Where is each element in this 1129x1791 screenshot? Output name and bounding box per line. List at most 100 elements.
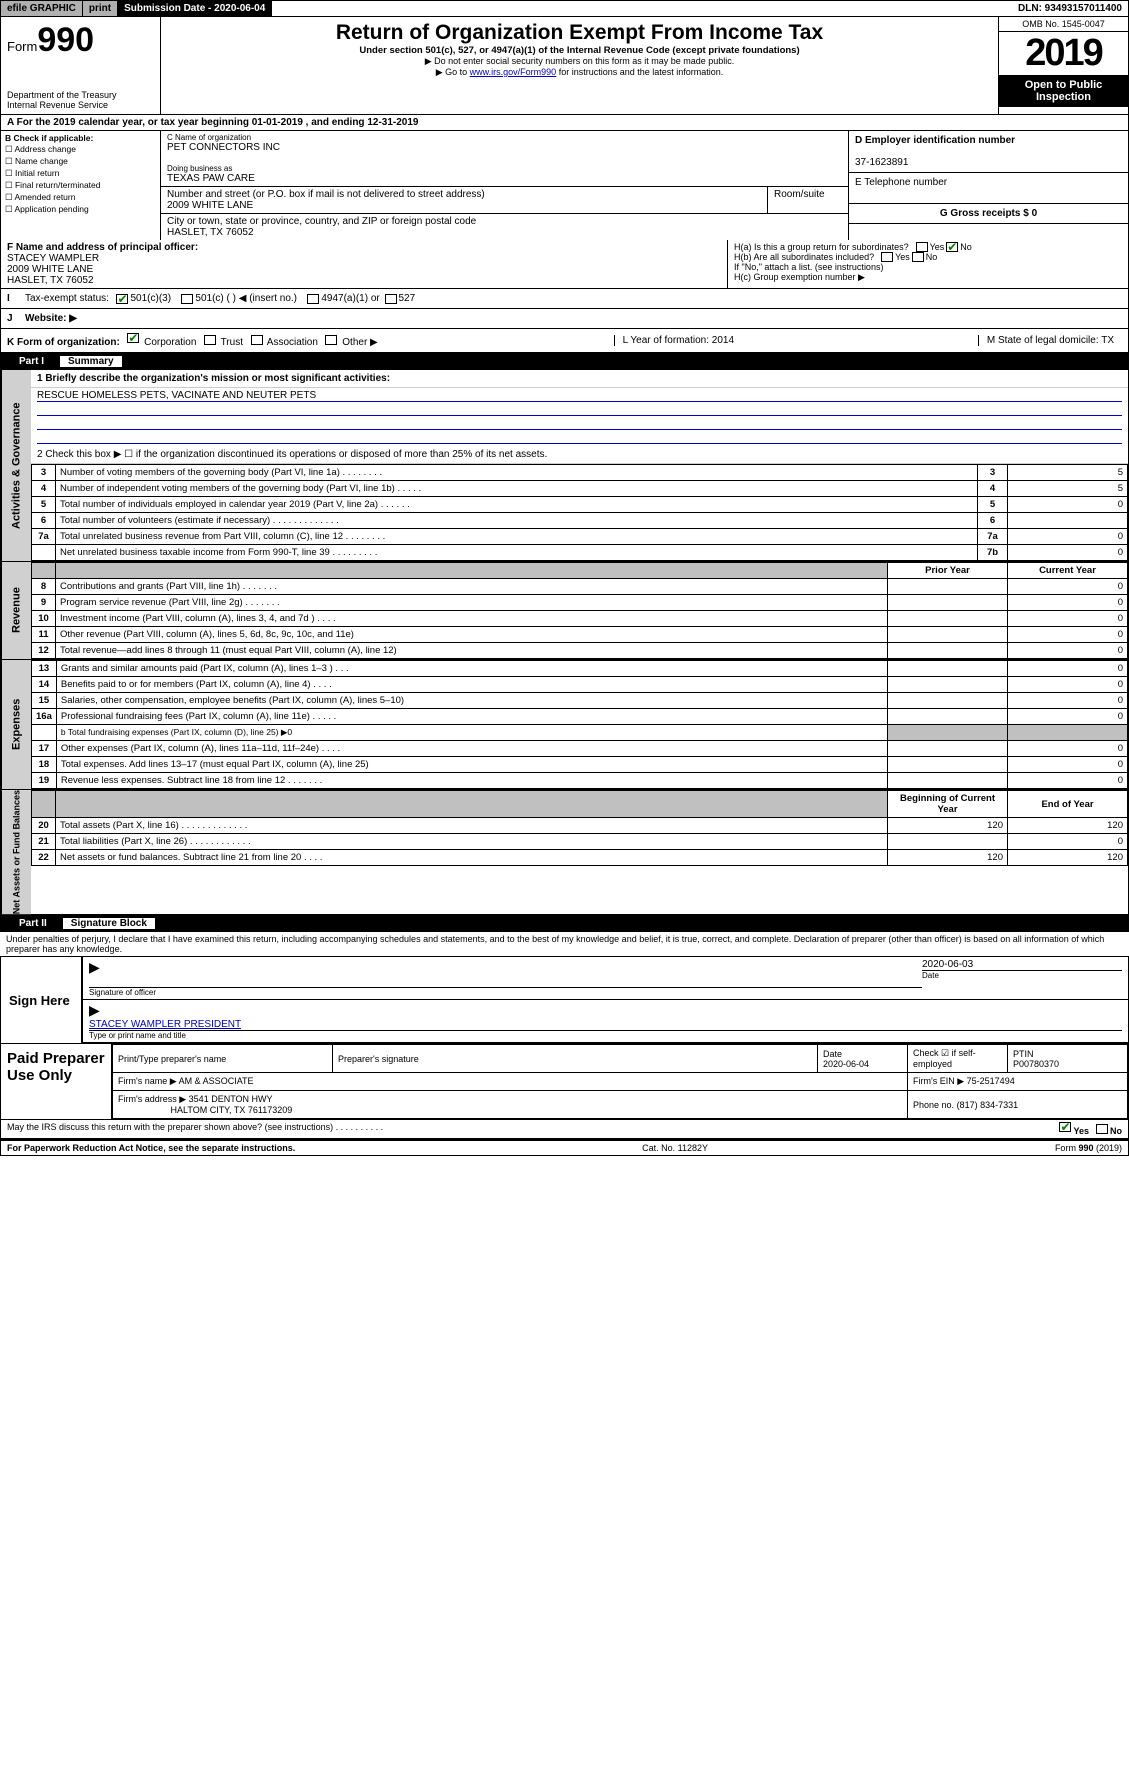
dba-value: TEXAS PAW CARE: [167, 173, 842, 184]
sig-officer-lbl: Signature of officer: [89, 988, 922, 997]
form-title: Return of Organization Exempt From Incom…: [165, 21, 994, 45]
sig-date-lbl: Date: [922, 971, 1122, 980]
year-formation: L Year of formation: 2014: [614, 335, 742, 346]
chk-final-return[interactable]: ☐ Final return/terminated: [5, 180, 156, 191]
chk-501c[interactable]: [181, 294, 193, 304]
sig-name-lbl: Type or print name and title: [89, 1031, 1122, 1040]
firm-addr1: 3541 DENTON HWY: [189, 1094, 273, 1104]
officer-label: F Name and address of principal officer:: [7, 242, 198, 253]
top-bar: efile GRAPHIC print Submission Date - 20…: [0, 0, 1129, 17]
org-name: PET CONNECTORS INC: [167, 142, 842, 153]
hb-no[interactable]: [912, 252, 924, 262]
part2-header: Part IISignature Block: [0, 915, 1129, 932]
table-rev: Prior YearCurrent Year8Contributions and…: [31, 562, 1128, 659]
tax-year: 2019: [999, 32, 1128, 75]
chk-501c3[interactable]: [116, 294, 128, 304]
ha-yes[interactable]: [916, 242, 928, 252]
efile-graphic-btn[interactable]: efile GRAPHIC: [1, 1, 83, 16]
pp-h4[interactable]: Check ☑ if self-employed: [908, 1045, 1008, 1073]
officer-street: 2009 WHITE LANE: [7, 264, 93, 275]
phone-label: E Telephone number: [855, 177, 947, 188]
chk-application-pending[interactable]: ☐ Application pending: [5, 204, 156, 215]
vert-exp: Expenses: [1, 660, 31, 789]
chk-assoc[interactable]: [251, 335, 263, 345]
street-value: 2009 WHITE LANE: [167, 200, 761, 211]
dba-label: Doing business as: [167, 164, 842, 173]
open-public-badge: Open to Public Inspection: [999, 75, 1128, 107]
col-d-e-g: D Employer identification number 37-1623…: [848, 131, 1128, 240]
omb-number: OMB No. 1545-0047: [999, 17, 1128, 32]
chk-527[interactable]: [385, 294, 397, 304]
hc-label: H(c) Group exemption number ▶: [734, 272, 1122, 283]
blank-line: [37, 430, 1122, 444]
chk-other[interactable]: [325, 335, 337, 345]
ha-no[interactable]: [946, 242, 958, 252]
pp-h1: Print/Type preparer's name: [113, 1045, 333, 1073]
cat-no: Cat. No. 11282Y: [642, 1143, 708, 1153]
row-j: JWebsite: ▶: [0, 309, 1129, 329]
blank-line: [37, 416, 1122, 430]
col-c: C Name of organization PET CONNECTORS IN…: [161, 131, 848, 240]
room-label: Room/suite: [774, 189, 842, 200]
table-gov: 3Number of voting members of the governi…: [31, 464, 1128, 561]
row-k: K Form of organization: Corporation Trus…: [0, 329, 1129, 353]
note-link: ▶ Go to www.irs.gov/Form990 for instruct…: [165, 67, 994, 78]
ein-label: D Employer identification number: [855, 135, 1015, 146]
chk-4947[interactable]: [307, 294, 319, 304]
discuss-no[interactable]: [1096, 1124, 1108, 1134]
table-na: Beginning of Current YearEnd of Year20To…: [31, 790, 1128, 866]
website-label: Website: ▶: [25, 313, 77, 324]
summary-na: Net Assets or Fund Balances Beginning of…: [0, 790, 1129, 915]
section-f-h: F Name and address of principal officer:…: [0, 240, 1129, 289]
form-subtitle: Under section 501(c), 527, or 4947(a)(1)…: [165, 45, 994, 56]
firm-phone: (817) 834-7331: [957, 1100, 1019, 1110]
table-exp: 13Grants and similar amounts paid (Part …: [31, 660, 1128, 789]
print-btn[interactable]: print: [83, 1, 118, 16]
org-name-label: C Name of organization: [167, 133, 842, 142]
sig-date: 2020-06-03: [922, 959, 1122, 971]
form-header: Form990 Department of the Treasury Inter…: [0, 17, 1129, 115]
discuss-yes[interactable]: [1059, 1122, 1071, 1132]
section-b-to-g: B Check if applicable: ☐ Address change …: [0, 131, 1129, 240]
irs-label: Internal Revenue Service: [7, 100, 154, 110]
b-label: B Check if applicable:: [5, 133, 93, 143]
paid-preparer-block: Paid Preparer Use Only Print/Type prepar…: [0, 1044, 1129, 1120]
city-value: HASLET, TX 76052: [167, 227, 842, 238]
form-org-label: K Form of organization:: [7, 337, 120, 348]
firm-addr2: HALTOM CITY, TX 761173209: [171, 1105, 293, 1115]
firm-lbl: Firm's name ▶: [118, 1076, 177, 1086]
chk-trust[interactable]: [204, 335, 216, 345]
ein-lbl: Firm's EIN ▶: [913, 1076, 964, 1086]
pra-notice: For Paperwork Reduction Act Notice, see …: [7, 1143, 295, 1153]
ein-value: 37-1623891: [855, 157, 908, 168]
mission-text: RESCUE HOMELESS PETS, VACINATE AND NEUTE…: [37, 390, 1122, 402]
discuss-text: May the IRS discuss this return with the…: [7, 1122, 383, 1136]
vert-na: Net Assets or Fund Balances: [1, 790, 31, 914]
hb-note: If "No," attach a list. (see instruction…: [734, 262, 1122, 272]
irs-link[interactable]: www.irs.gov/Form990: [470, 67, 557, 77]
q1: 1 Briefly describe the organization's mi…: [37, 373, 390, 384]
pp-h2: Preparer's signature: [333, 1045, 818, 1073]
summary-exp: Expenses 13Grants and similar amounts pa…: [0, 660, 1129, 790]
part1-header: Part ISummary: [0, 353, 1129, 370]
chk-name-change[interactable]: ☐ Name change: [5, 156, 156, 167]
dept-label: Department of the Treasury: [7, 90, 154, 100]
ha-label: H(a) Is this a group return for subordin…: [734, 242, 909, 252]
vert-gov: Activities & Governance: [1, 370, 31, 561]
hb-yes[interactable]: [881, 252, 893, 262]
col-b-checkboxes: B Check if applicable: ☐ Address change …: [1, 131, 161, 240]
addr-lbl: Firm's address ▶: [118, 1094, 186, 1104]
sign-here-label: Sign Here: [1, 957, 81, 1043]
tax-year-line: A For the 2019 calendar year, or tax yea…: [0, 115, 1129, 131]
chk-address-change[interactable]: ☐ Address change: [5, 144, 156, 155]
hb-label: H(b) Are all subordinates included?: [734, 252, 874, 262]
note-ssn: ▶ Do not enter social security numbers o…: [165, 56, 994, 67]
row-i: I Tax-exempt status: 501(c)(3) 501(c) ( …: [0, 289, 1129, 309]
officer-city: HASLET, TX 76052: [7, 275, 94, 286]
blank-line: [37, 402, 1122, 416]
chk-corp[interactable]: [127, 333, 139, 343]
discuss-row: May the IRS discuss this return with the…: [0, 1120, 1129, 1139]
chk-amended[interactable]: ☐ Amended return: [5, 192, 156, 203]
chk-initial-return[interactable]: ☐ Initial return: [5, 168, 156, 179]
paid-prep-label: Paid Preparer Use Only: [1, 1044, 111, 1119]
